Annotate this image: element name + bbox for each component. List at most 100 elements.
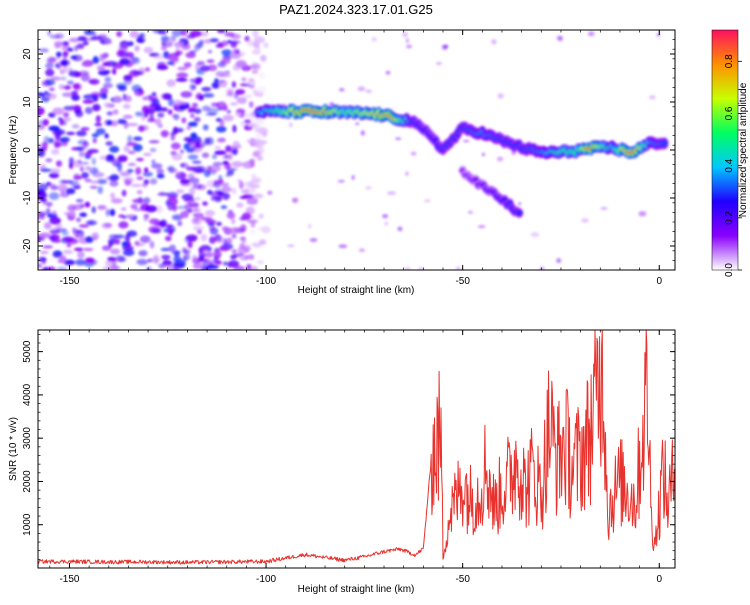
heatmap-noise-blob [65,188,76,195]
heatmap-noise-blob [225,145,232,153]
snr-frame [37,329,676,569]
heatmap-noise-blob [385,70,391,75]
heatmap-x-tick-label: 0 [656,276,662,287]
heatmap-noise-blob [38,107,45,115]
heatmap-noise-blob [74,247,83,251]
heatmap-noise-blob [134,45,140,52]
heatmap-noise-blob [160,130,169,138]
heatmap-x-axis-label: Height of straight line (km) [298,285,415,296]
heatmap-noise-blob [56,160,63,167]
heatmap-noise-blob [105,208,110,217]
heatmap-noise-blob [112,175,120,180]
heatmap-noise-blob [179,149,185,154]
heatmap-noise-blob [61,92,74,97]
heatmap-y-tick-label: 10 [22,96,33,108]
heatmap-noise-blob [217,61,227,68]
heatmap-noise-blob [192,254,197,261]
heatmap-noise-blob [239,195,249,200]
heatmap-noise-blob [556,258,562,264]
heatmap-noise-blob [154,118,162,126]
heatmap-noise-blob [181,117,187,124]
heatmap-noise-blob [239,257,250,261]
heatmap-noise-blob [192,262,203,270]
heatmap-noise-blob [249,158,256,164]
heatmap-noise-blob [145,205,158,213]
heatmap-noise-blob [118,85,127,92]
heatmap-noise-blob [80,73,91,82]
heatmap-noise-blob [83,94,96,100]
heatmap-x-ticks: -150 -100 -50 0 [49,30,662,287]
heatmap-noise-blob [82,40,89,46]
heatmap-noise-blob [60,188,65,197]
heatmap-noise-blob [149,240,155,249]
heatmap-noise-blob [112,68,117,75]
heatmap-noise-blob [58,255,67,263]
heatmap-noise-blob [62,249,73,255]
heatmap-noise-blob [101,40,106,45]
heatmap-noise-blob [172,126,179,135]
heatmap-noise-blob [395,137,402,141]
heatmap-noise-blob [192,183,203,190]
heatmap-noise-blob [59,69,65,75]
heatmap-noise-blob [80,203,85,208]
heatmap-noise-blob [204,251,214,258]
heatmap-noise-blob [246,263,252,270]
heatmap-noise-blob [234,253,245,258]
heatmap-noise-blob [600,207,608,210]
heatmap-noise-blob [119,171,131,177]
heatmap-noise-blob [82,161,89,166]
heatmap-noise-blob [231,218,236,224]
heatmap-noise-blob [288,122,293,128]
snr-y-tick-label: 1000 [22,513,33,536]
heatmap-noise-blob [223,261,228,266]
heatmap-noise-blob [81,172,89,179]
heatmap-noise-blob [72,83,80,89]
heatmap-noise-blob [96,179,108,185]
heatmap-noise-blob [144,167,149,173]
heatmap-noise-blob [173,266,179,270]
heatmap-noise-blob [226,167,235,174]
heatmap-noise-blob [170,142,181,150]
heatmap-x-tick-label: -150 [59,276,79,287]
heatmap-noise-blob [62,51,69,57]
heatmap-noise-blob [243,119,252,124]
heatmap-noise-blob [101,54,108,59]
heatmap-noise-blob [222,192,230,201]
heatmap-noise-blob [225,173,231,177]
heatmap-noise-blob [371,37,377,42]
heatmap-noise-blob [139,235,151,244]
heatmap-noise-blob [247,39,254,47]
heatmap-noise-blob [126,230,138,237]
heatmap-noise-blob [61,45,71,51]
heatmap-y-ticks: -20 -10 0 10 20 [22,29,675,271]
heatmap-noise-blob [56,266,68,270]
heatmap-noise-blob [192,213,197,217]
heatmap-noise-blob [258,72,265,79]
heatmap-noise-blob [95,128,106,135]
heatmap-noise-blob [49,93,57,100]
heatmap-noise-blob [84,178,92,183]
heatmap-noise-blob [141,113,146,121]
heatmap-noise-blob [117,118,127,124]
heatmap-noise-blob [255,85,267,93]
heatmap-noise-blob [132,70,144,76]
heatmap-noise-blob [181,247,187,254]
heatmap-noise-blob [170,133,176,141]
heatmap-noise-blob [91,133,99,138]
heatmap-noise-blob [491,39,497,45]
heatmap-noise-blob [130,203,138,210]
heatmap-noise-blob [68,211,77,217]
heatmap-y-tick-label: -20 [22,238,33,253]
heatmap-noise-blob [135,243,145,247]
heatmap-noise-blob [102,62,111,67]
heatmap-noise-blob [206,59,215,63]
snr-y-tick-label: 4000 [22,383,33,406]
heatmap-noise-blob [92,171,105,178]
heatmap-noise-blob [51,210,57,216]
heatmap-x-tick-label: -100 [256,276,276,287]
heatmap-noise-blob [246,80,257,85]
heatmap-noise-blob [71,94,80,101]
heatmap-noise-blob [256,37,264,44]
heatmap-noise-blob [151,98,160,106]
heatmap-noise-blob [151,159,156,165]
